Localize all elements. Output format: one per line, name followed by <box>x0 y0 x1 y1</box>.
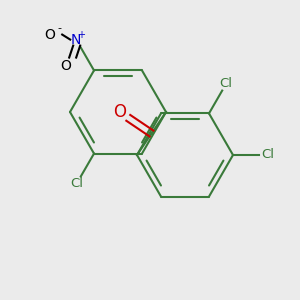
Text: O: O <box>113 103 127 121</box>
Text: Cl: Cl <box>220 77 233 90</box>
Text: O: O <box>61 58 72 73</box>
Text: O: O <box>45 28 56 42</box>
Text: Cl: Cl <box>261 148 274 161</box>
Text: -: - <box>57 24 61 34</box>
Text: Cl: Cl <box>70 177 83 190</box>
Text: N: N <box>71 33 81 46</box>
Text: +: + <box>77 30 85 40</box>
